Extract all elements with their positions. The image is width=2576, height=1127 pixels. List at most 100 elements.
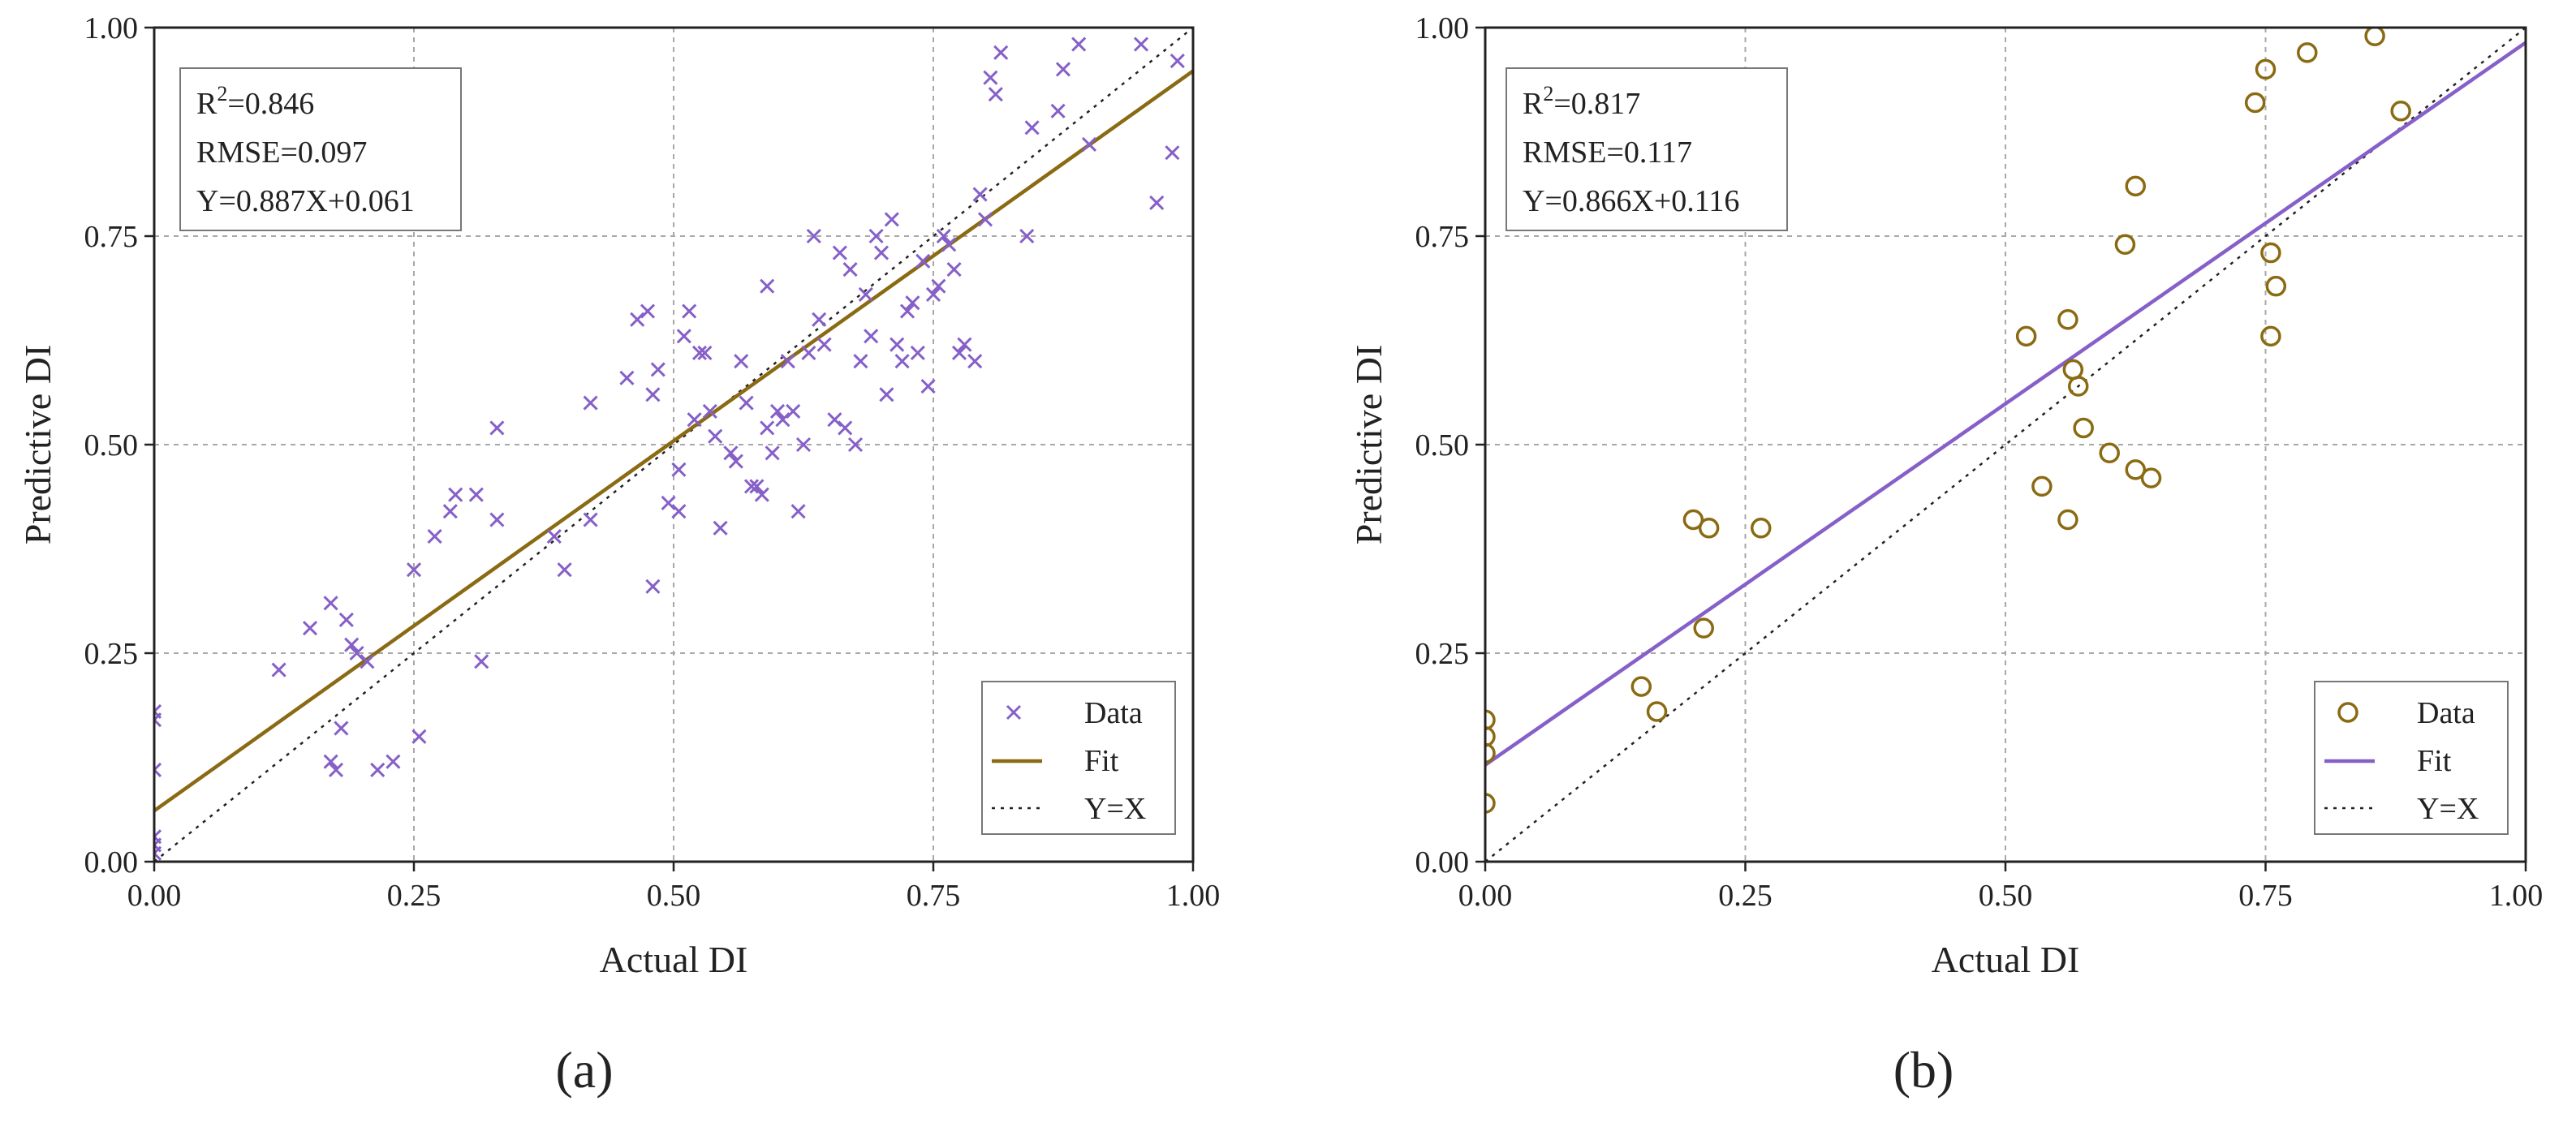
data-point-b-16 xyxy=(2073,417,2094,439)
data-point-a-33 xyxy=(640,303,656,319)
data-point-a-3 xyxy=(154,762,162,777)
data-point-a-66 xyxy=(812,312,827,327)
data-point-a-70 xyxy=(838,420,853,436)
data-point-a-79 xyxy=(884,212,899,227)
r-squared-a: R2=0.846 xyxy=(196,82,314,121)
data-point-a-36 xyxy=(650,362,666,377)
data-point-a-73 xyxy=(853,354,868,369)
data-point-a-49 xyxy=(728,454,743,469)
data-point-b-7 xyxy=(1693,617,1714,639)
data-point-a-107 xyxy=(1149,195,1165,210)
legend-label-data: Data xyxy=(1084,696,1143,730)
y-tick-label: 0.50 xyxy=(84,428,139,462)
stats-box-frame-b xyxy=(1506,67,1788,231)
data-point-a-41 xyxy=(682,303,697,319)
data-point-a-8 xyxy=(323,754,338,769)
data-point-a-39 xyxy=(671,462,687,477)
data-point-a-15 xyxy=(360,654,375,669)
data-point-a-2 xyxy=(154,829,162,845)
stats-box-a: R2=0.846 RMSE=0.097 Y=0.887X+0.061 xyxy=(179,67,462,231)
data-point-a-92 xyxy=(951,345,967,360)
legend-label-identity: Y=X xyxy=(2417,792,2479,826)
y-tick-label: 0.00 xyxy=(1415,845,1470,880)
data-point-a-101 xyxy=(1024,120,1040,135)
data-point-a-16 xyxy=(370,762,386,777)
data-point-a-20 xyxy=(427,529,442,544)
data-point-a-93 xyxy=(957,337,972,352)
chart-panel-a: 0.00 0.25 0.50 0.75 1.00 0.00 0.25 0.50 … xyxy=(17,11,1220,1099)
data-point-a-18 xyxy=(406,562,422,578)
data-point-b-19 xyxy=(2125,459,2146,480)
panel-label-a: (a) xyxy=(555,1041,613,1099)
data-point-a-60 xyxy=(780,354,795,369)
data-point-a-30 xyxy=(583,512,598,527)
data-point-a-40 xyxy=(676,329,691,344)
y-tick-label: 0.75 xyxy=(84,220,139,254)
data-point-a-29 xyxy=(583,395,598,411)
data-point-a-88 xyxy=(931,278,946,294)
stats-box-frame-a xyxy=(179,67,462,231)
data-point-a-95 xyxy=(972,187,988,202)
data-point-a-77 xyxy=(873,245,890,260)
x-tick-label: 0.25 xyxy=(1718,879,1773,913)
data-point-a-109 xyxy=(1170,54,1185,69)
data-point-a-46 xyxy=(708,428,723,444)
data-point-b-13 xyxy=(2057,509,2078,531)
x-tick-label: 0.00 xyxy=(127,879,182,913)
data-point-a-7 xyxy=(302,621,318,636)
data-point-a-75 xyxy=(864,329,879,344)
data-point-a-12 xyxy=(338,612,354,627)
legend-a: Data Fit Y=X xyxy=(981,681,1176,835)
data-point-a-37 xyxy=(661,495,676,511)
data-point-a-87 xyxy=(925,286,941,303)
legend-label-identity: Y=X xyxy=(1084,792,1146,826)
data-point-a-56 xyxy=(760,278,775,294)
data-point-a-10 xyxy=(328,762,344,777)
data-point-a-98 xyxy=(988,87,1003,102)
data-point-a-14 xyxy=(349,645,364,661)
fit-line-a xyxy=(154,69,1193,813)
data-point-b-9 xyxy=(1750,518,1772,539)
data-point-a-82 xyxy=(899,303,915,319)
data-point-b-24 xyxy=(2260,242,2281,264)
data-point-a-27 xyxy=(546,529,562,544)
legend-marker-data-a xyxy=(1006,704,1022,721)
x-tick-label: 0.25 xyxy=(387,879,442,913)
data-point-a-47 xyxy=(713,520,728,536)
legend-frame-a xyxy=(981,681,1176,835)
data-point-b-18 xyxy=(2114,234,2136,256)
data-point-b-27 xyxy=(2297,42,2318,63)
data-point-a-105 xyxy=(1081,136,1097,152)
x-tick-label: 1.00 xyxy=(1166,879,1221,913)
data-point-a-85 xyxy=(915,253,931,269)
legend-label-fit: Fit xyxy=(1084,744,1119,778)
fit-line-b xyxy=(1485,41,2526,767)
stats-box-b: R2=0.817 RMSE=0.117 Y=0.866X+0.116 xyxy=(1506,67,1788,231)
data-point-a-31 xyxy=(619,370,635,385)
data-point-a-42 xyxy=(687,412,702,428)
y-tick-label: 0.50 xyxy=(1415,428,1470,462)
legend-b: Data Fit Y=X xyxy=(2314,681,2509,835)
data-point-a-58 xyxy=(769,403,786,419)
data-point-a-108 xyxy=(1165,145,1180,161)
data-point-a-53 xyxy=(749,479,765,494)
y-tick-label: 0.25 xyxy=(84,637,139,671)
data-point-b-10 xyxy=(2015,325,2037,347)
y-axis-title-a: Predictive DI xyxy=(17,345,58,545)
data-point-b-0 xyxy=(1485,793,1496,814)
data-point-a-32 xyxy=(630,312,645,327)
data-point-a-6 xyxy=(271,662,286,677)
y-axis-title-b: Predictive DI xyxy=(1348,345,1389,545)
data-point-b-8 xyxy=(1698,518,1720,539)
data-points-a xyxy=(154,37,1185,861)
data-point-a-100 xyxy=(1019,228,1035,244)
data-point-a-71 xyxy=(842,262,858,277)
x-axis-title-a: Actual DI xyxy=(600,939,748,980)
x-tick-label: 0.75 xyxy=(907,879,961,913)
data-point-a-25 xyxy=(489,512,505,527)
data-point-a-11 xyxy=(334,721,349,736)
data-point-a-62 xyxy=(790,504,806,519)
data-point-b-5 xyxy=(1646,701,1668,722)
rmse-a: RMSE=0.097 xyxy=(196,135,367,170)
